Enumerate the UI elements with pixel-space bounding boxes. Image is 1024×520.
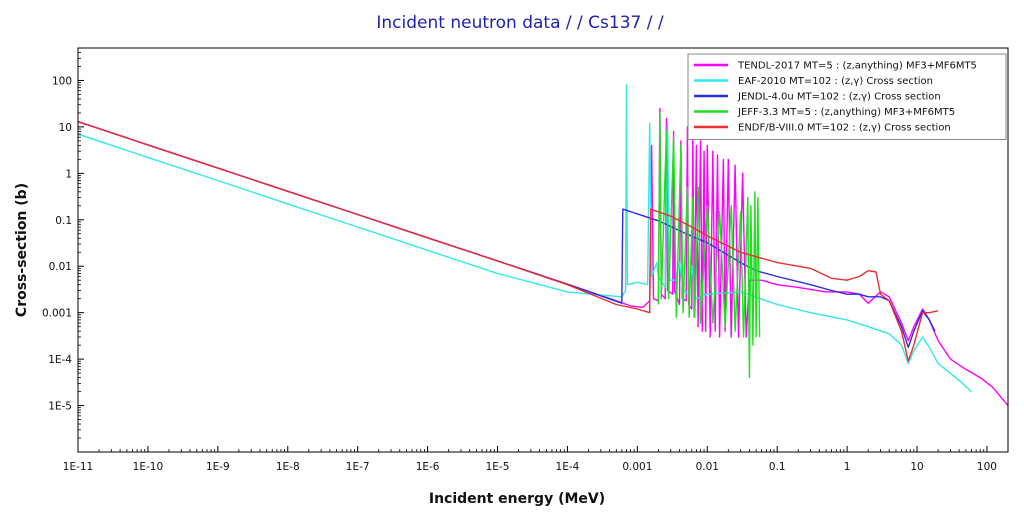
legend-entry: TENDL-2017 MT=5 : (z,anything) MF3+MF6MT… (737, 61, 977, 72)
legend-entry: ENDF/B-VIII.0 MT=102 : (z,γ) Cross secti… (738, 123, 951, 134)
series-line-5 (78, 120, 939, 362)
series-line-4 (657, 112, 761, 379)
x-tick-label: 1E-7 (346, 461, 370, 473)
legend-entry: JENDL-4.0u MT=102 : (z,γ) Cross section (737, 92, 941, 103)
x-tick-label: 0.001 (622, 461, 652, 473)
x-tick-label: 10 (910, 461, 923, 473)
x-tick-label: 1E-10 (133, 461, 163, 473)
x-axis: 1E-11 1E-10 1E-9 1E-8 1E-7 1E-6 1E-5 1E-4 0.001 0… (63, 446, 997, 473)
series-line-2 (78, 84, 972, 393)
legend-entry: EAF-2010 MT=102 : (z,γ) Cross section (738, 76, 933, 87)
plot-area-frame (77, 47, 1009, 453)
legend: TENDL-2017 MT=5 : (z,anything) MF3+MF6MT… (687, 53, 1007, 140)
x-tick-label: 1E-8 (276, 461, 300, 473)
x-tick-label: 1E-5 (486, 461, 510, 473)
y-tick-label: 1 (65, 168, 72, 180)
legend-box (687, 53, 1007, 140)
x-tick-label: 0.1 (769, 461, 786, 473)
x-axis-label: Incident energy (MeV) (429, 491, 605, 507)
y-axis-label: Cross-section (b) (14, 183, 30, 317)
series-line-3 (78, 120, 936, 348)
x-tick-label: 0.01 (696, 461, 719, 473)
x-tick-label: 1E-6 (416, 461, 440, 473)
y-tick-label: 0.01 (49, 261, 72, 273)
y-tick-label: 100 (52, 75, 72, 87)
x-tick-label: 100 (977, 461, 997, 473)
y-tick-label: 1E-5 (48, 401, 72, 413)
y-tick-label: 0.1 (55, 215, 72, 227)
y-axis: 1E-5 1E-4 0.001 0.01 0.1 1 10 100 (42, 47, 84, 439)
x-tick-label: 1E-4 (556, 461, 580, 473)
y-tick-label: 0.001 (42, 308, 72, 320)
chart-title: Incident neutron data / / Cs137 / / (376, 13, 663, 33)
series-line-1 (78, 107, 1008, 407)
y-tick-label: 1E-4 (48, 354, 72, 366)
x-tick-label: 1 (844, 461, 851, 473)
y-tick-label: 10 (59, 122, 72, 134)
legend-entry: JEFF-3.3 MT=5 : (z,anything) MF3+MF6MT5 (737, 107, 955, 118)
x-tick-label: 1E-9 (206, 461, 230, 473)
x-tick-label: 1E-11 (63, 461, 93, 473)
